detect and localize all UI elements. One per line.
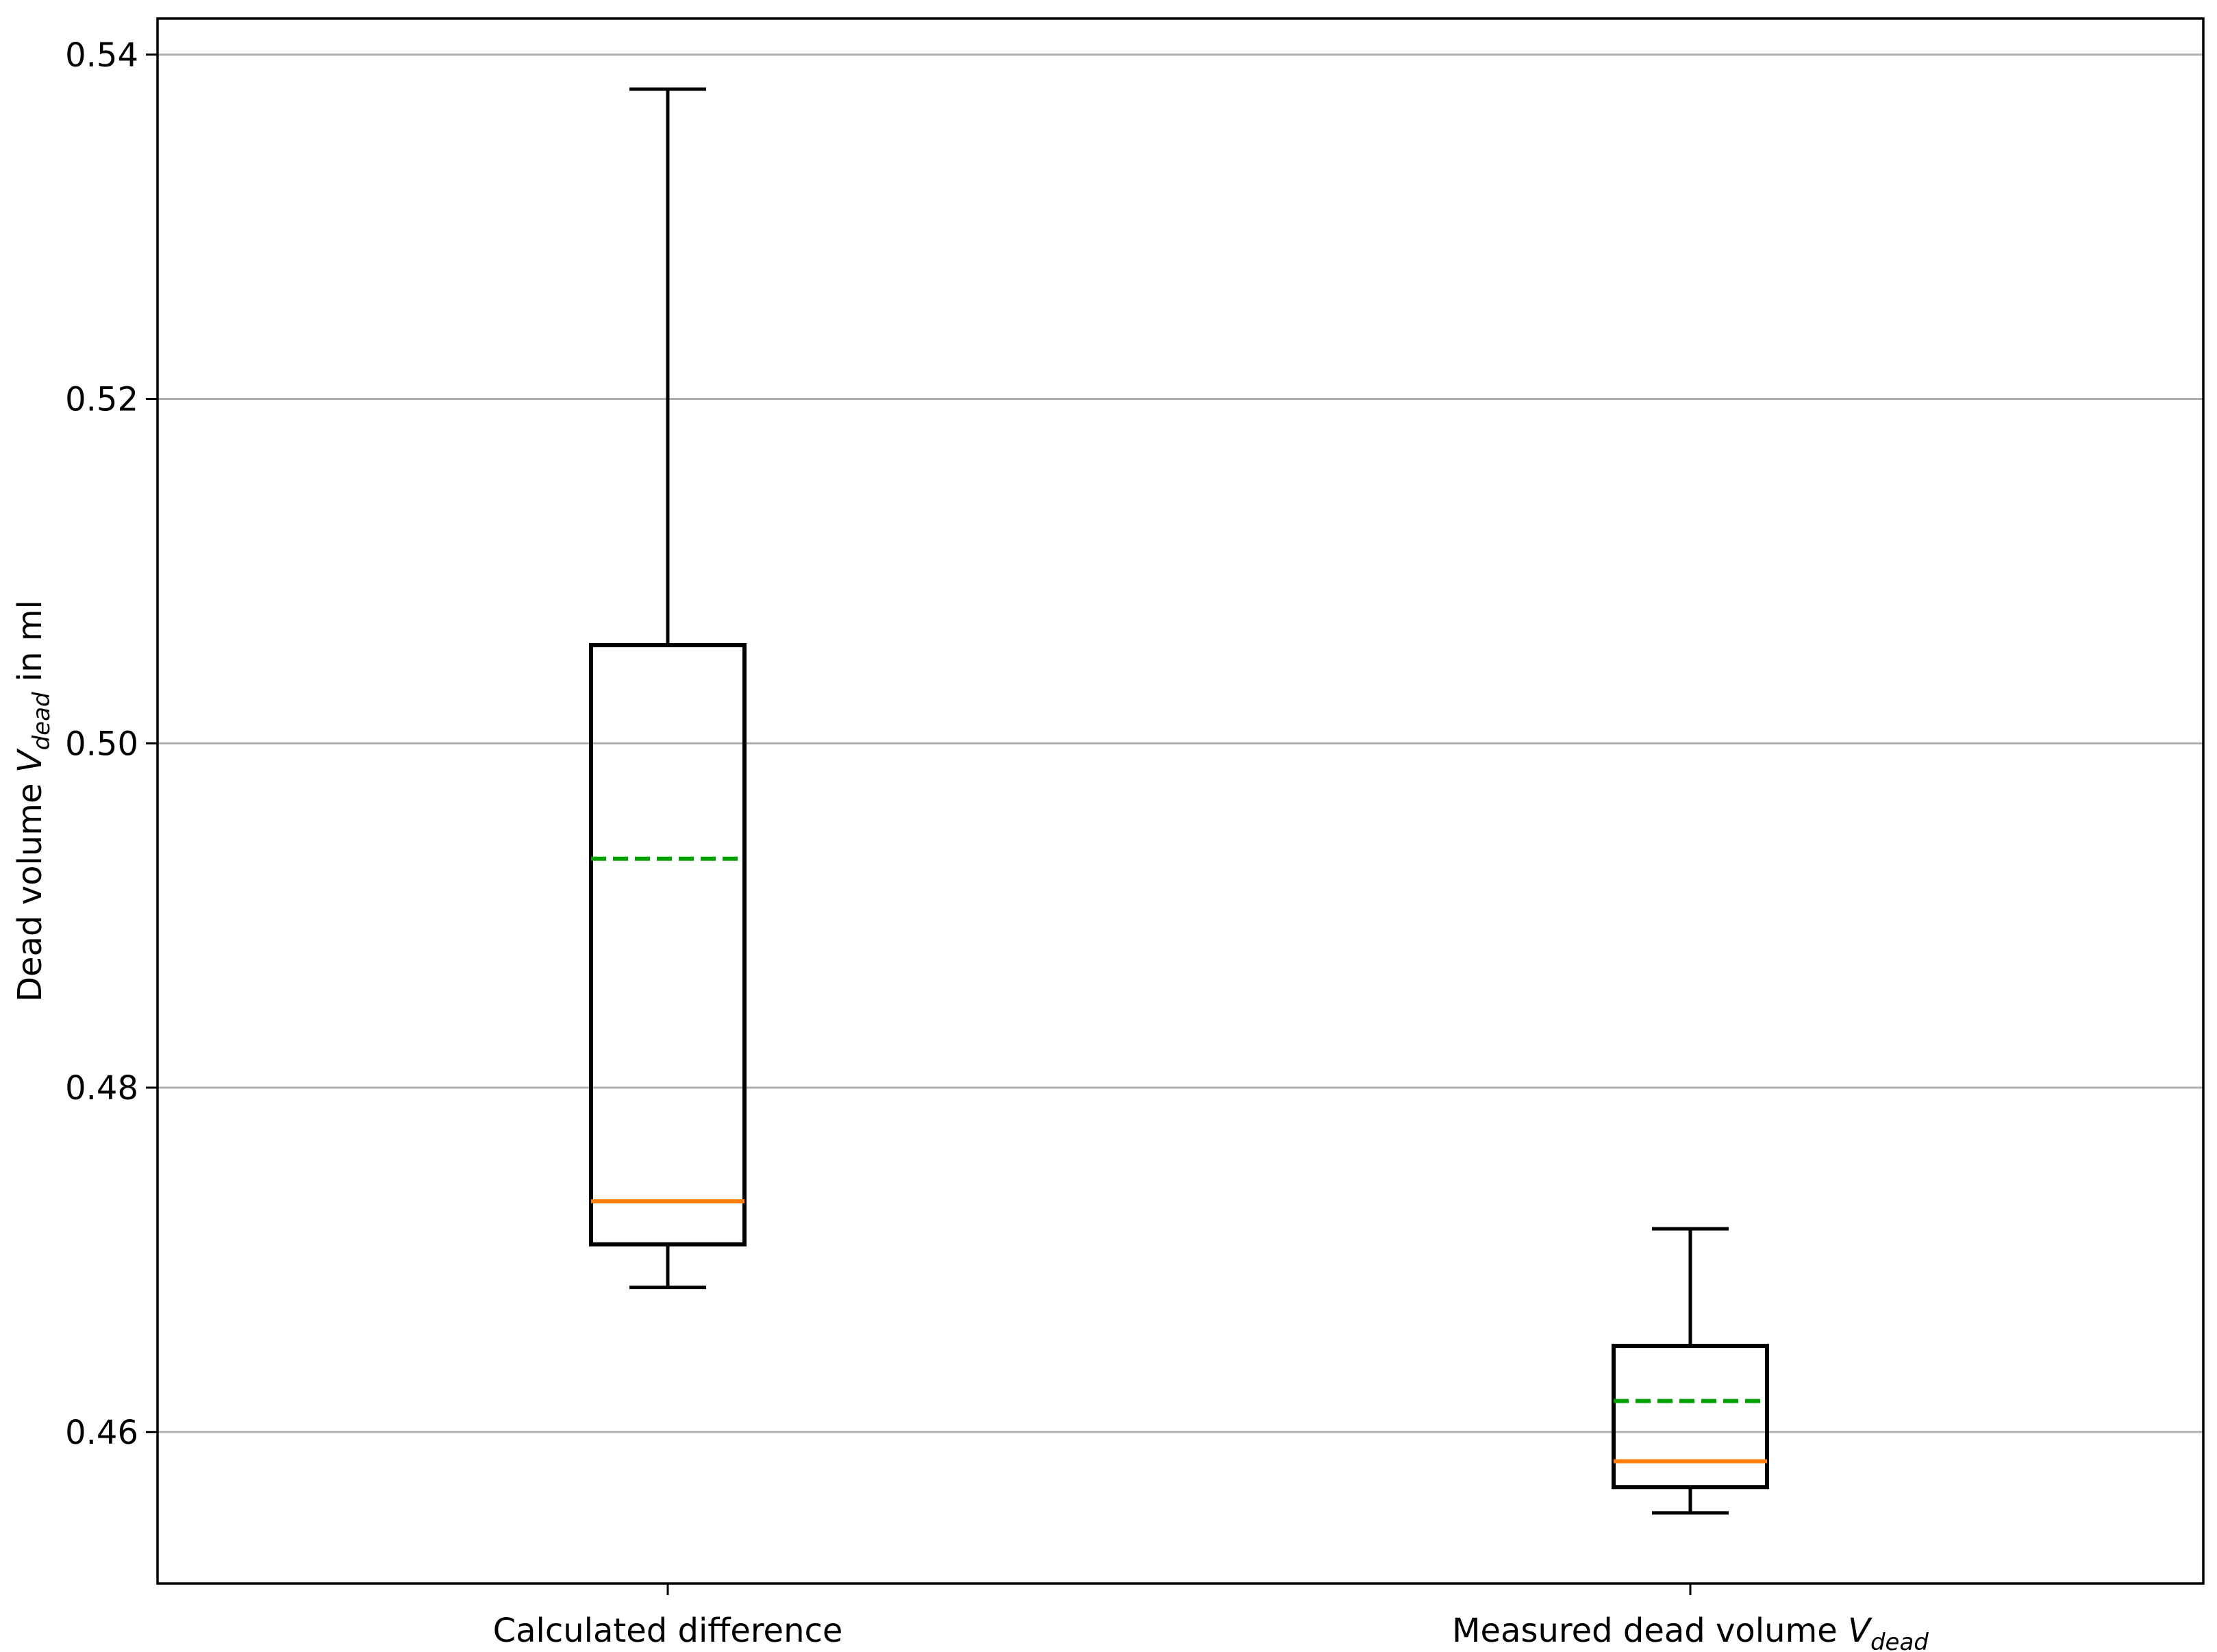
plot-frame <box>156 17 2205 1585</box>
x-tick-label: Calculated difference <box>493 1612 843 1650</box>
y-tick-label: 0.48 <box>65 1069 138 1107</box>
box-iqr <box>1612 1344 1769 1490</box>
y-axis-label: Dead volume Vdead in ml <box>11 600 55 1002</box>
y-tick-label: 0.50 <box>65 725 138 763</box>
x-tick-label: Measured dead volume Vdead <box>1452 1612 1929 1652</box>
box-iqr <box>589 643 747 1247</box>
y-tick-label: 0.54 <box>65 36 138 75</box>
y-tick-label: 0.52 <box>65 381 138 419</box>
y-tick-label: 0.46 <box>65 1414 138 1452</box>
